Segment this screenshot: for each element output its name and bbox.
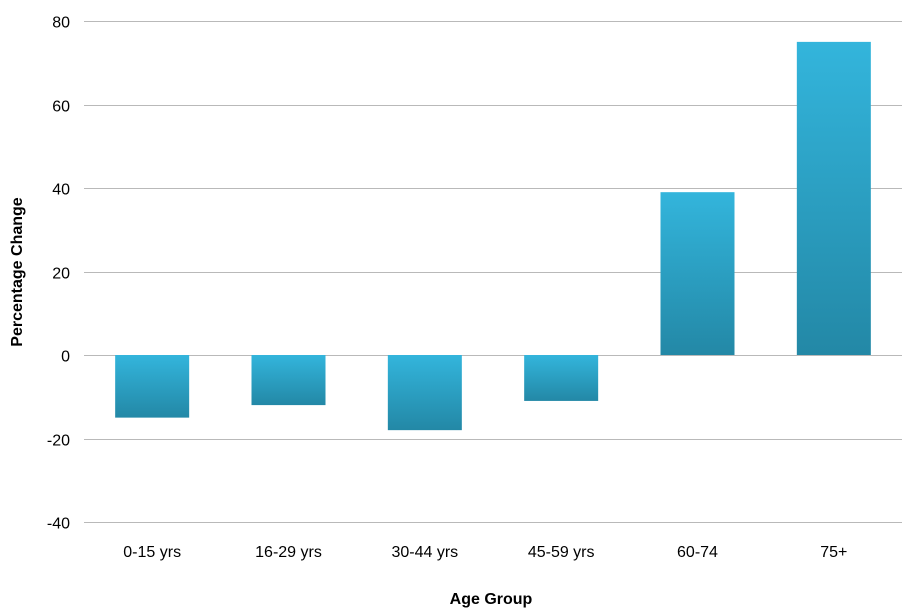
x-tick-label: 45-59 yrs: [528, 544, 595, 561]
x-tick-label: 75+: [820, 544, 847, 561]
x-tick-label: 60-74: [677, 544, 718, 561]
y-tick-label: 0: [61, 349, 70, 366]
gridlines: [84, 21, 902, 523]
bar-60-74: [660, 192, 735, 355]
y-tick-label: 80: [52, 15, 70, 32]
y-tick-label: 40: [52, 182, 70, 199]
bar-30-44-yrs: [387, 355, 462, 431]
x-axis-title: Age Group: [450, 591, 533, 608]
y-tick-label: 20: [52, 266, 70, 283]
x-tick-label: 16-29 yrs: [255, 544, 322, 561]
bars: [115, 41, 871, 431]
bar-0-15-yrs: [115, 355, 190, 418]
y-tick-label: -40: [47, 516, 70, 533]
x-tick-label: 0-15 yrs: [123, 544, 181, 561]
y-tick-label: 60: [52, 99, 70, 116]
x-tick-label: 30-44 yrs: [391, 544, 458, 561]
bar-16-29-yrs: [251, 355, 326, 406]
bar-75-: [796, 41, 871, 355]
y-axis-title: Percentage Change: [9, 197, 26, 346]
x-axis-ticks: 0-15 yrs 16-29 yrs 30-44 yrs 45-59 yrs 60-74…: [123, 544, 847, 561]
bar-45-59-yrs: [524, 355, 599, 401]
y-axis-ticks: -40 -20 0 20 40 60 80: [47, 15, 70, 533]
y-tick-label: -20: [47, 433, 70, 450]
